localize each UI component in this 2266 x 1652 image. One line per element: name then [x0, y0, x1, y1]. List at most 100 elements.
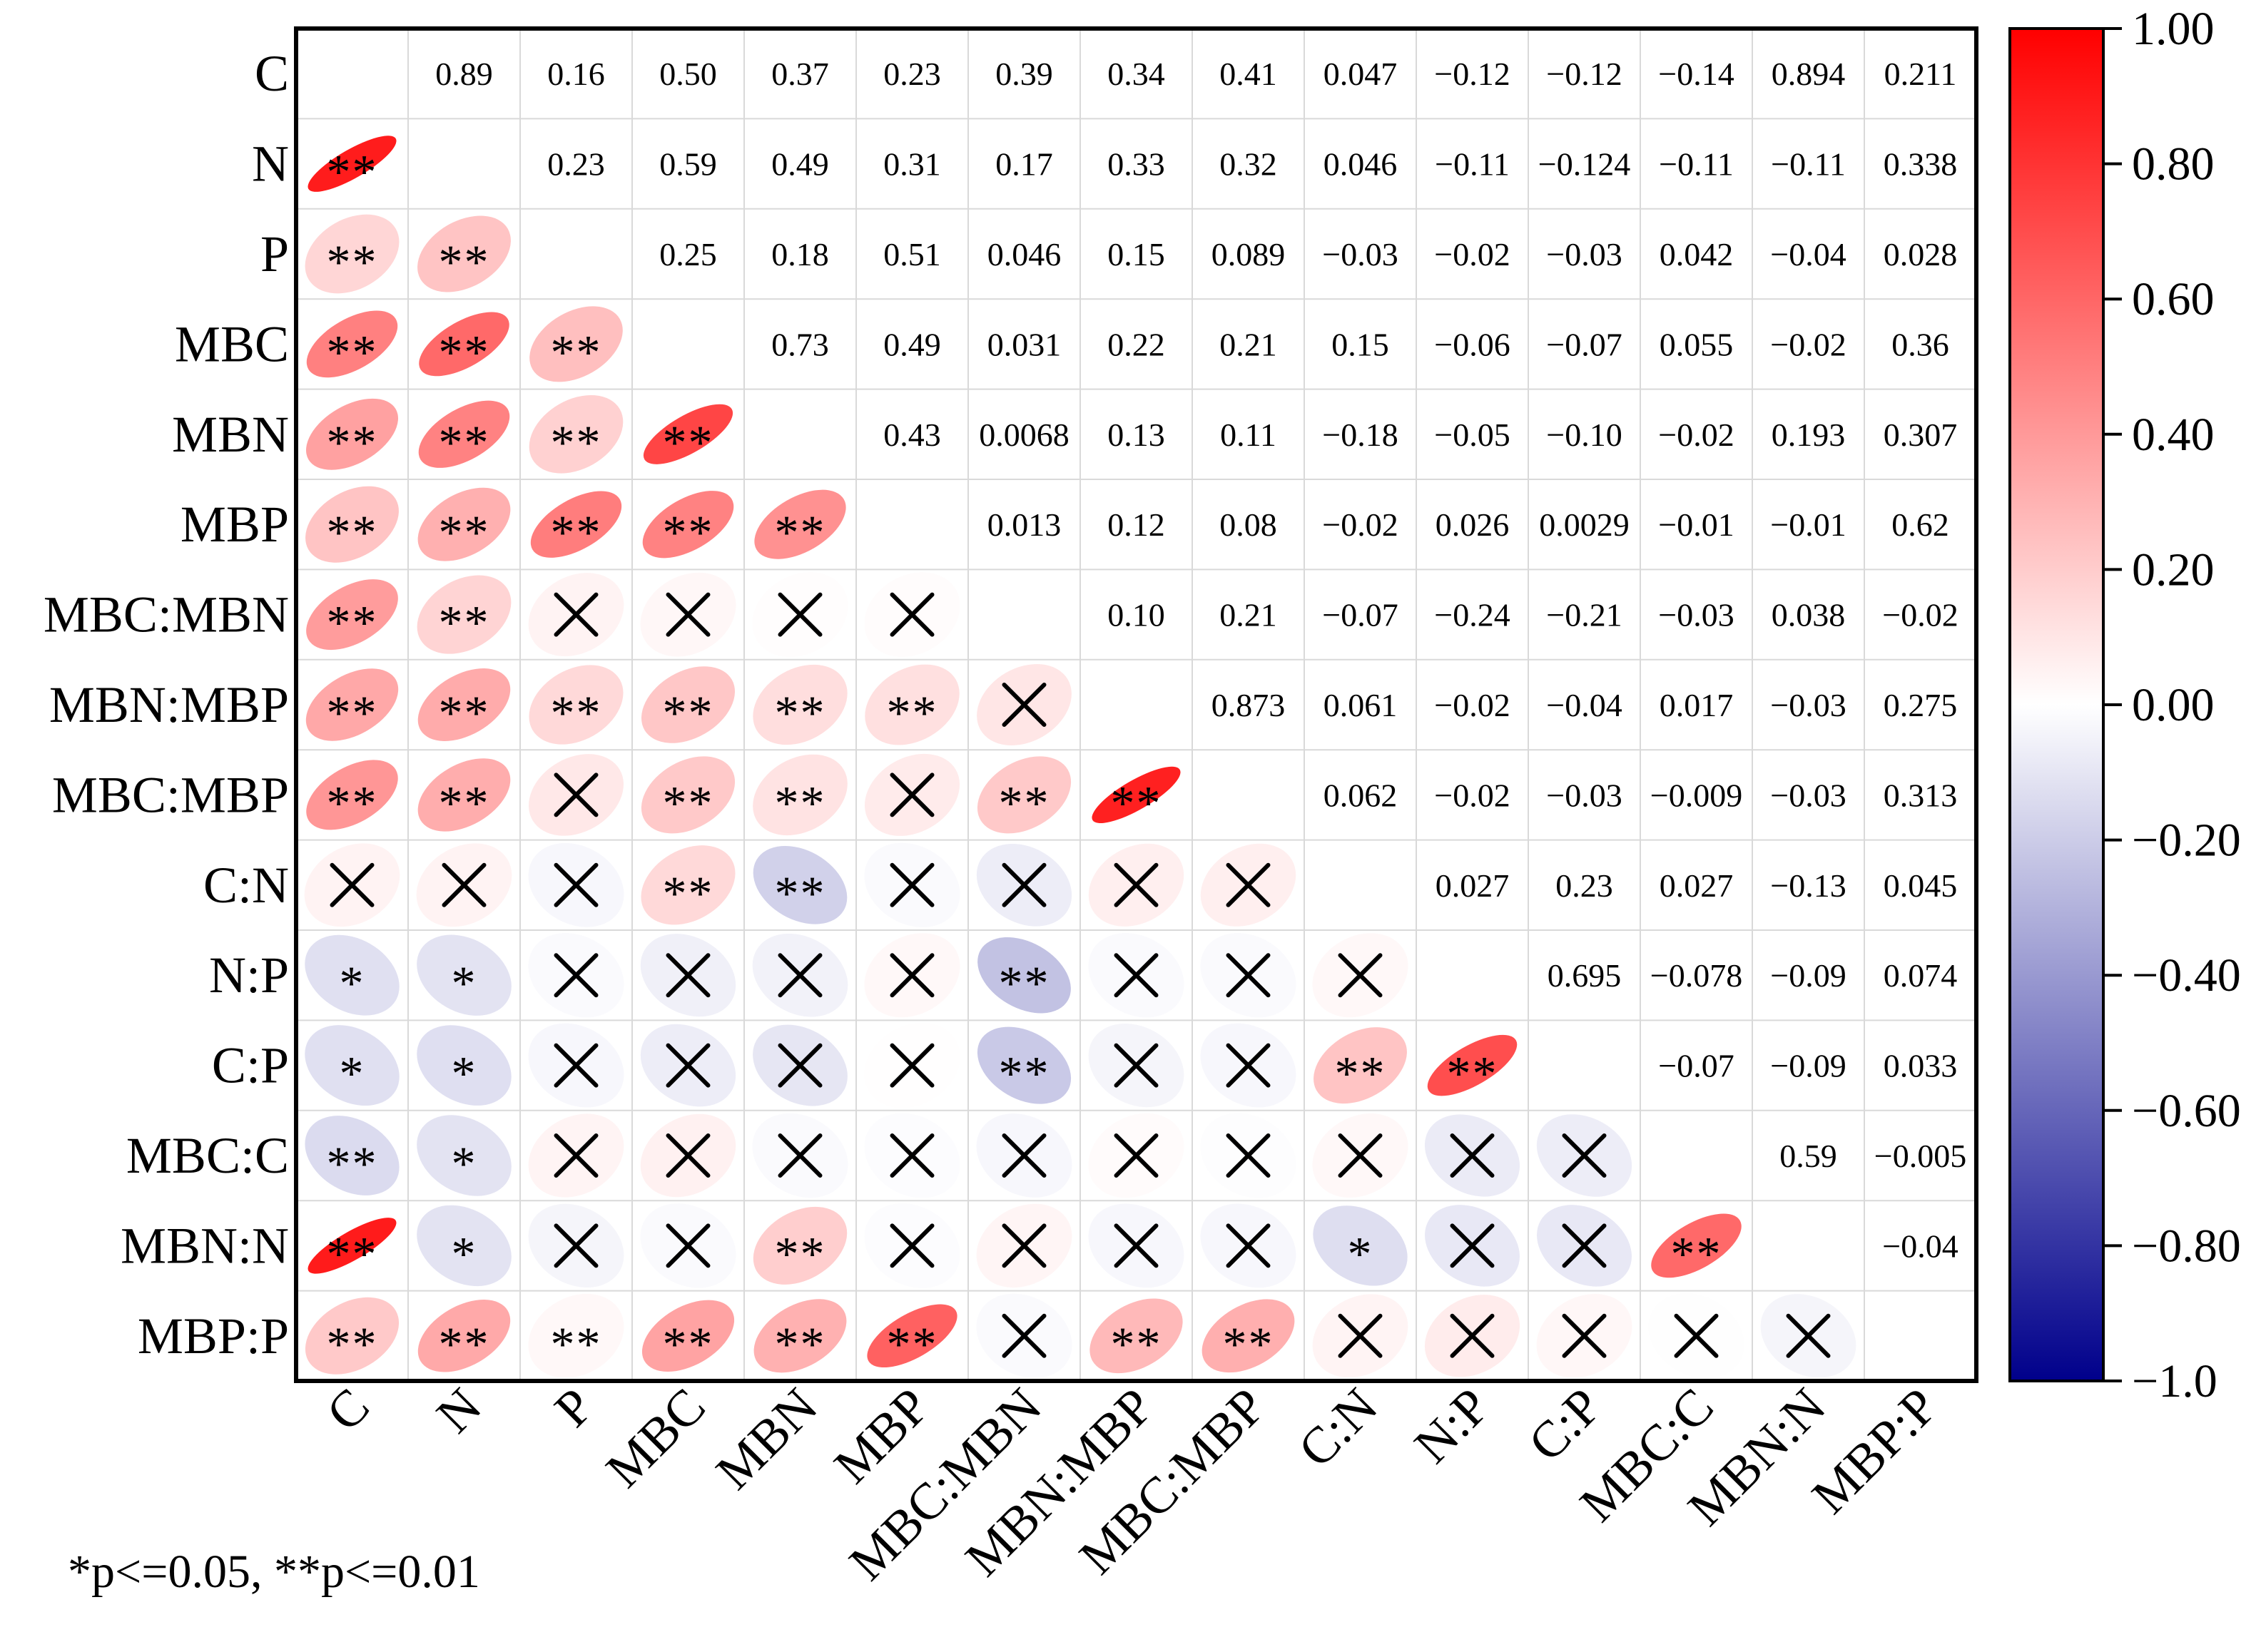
- not-significant-cross: [1450, 1223, 1495, 1268]
- corr-value-label: −0.07: [1546, 326, 1622, 362]
- corr-value-label: 0.031: [987, 326, 1062, 362]
- corr-value-label: −0.005: [1874, 1138, 1966, 1174]
- corr-value-label: 0.62: [1891, 506, 1949, 543]
- corr-ellipse: [306, 760, 398, 830]
- significance-marker: **: [1223, 1317, 1274, 1371]
- x-tick-c-n: C:N: [1287, 1377, 1388, 1478]
- corr-ellipse: [308, 1218, 397, 1274]
- corr-ellipse: [417, 487, 511, 561]
- corr-ellipse: [1651, 1213, 1742, 1278]
- significance-marker: **: [663, 685, 714, 740]
- not-significant-cross: [1226, 953, 1271, 998]
- corr-ellipse: [305, 1116, 400, 1195]
- corr-value-label: 0.18: [771, 236, 829, 272]
- significance-marker: **: [1335, 1046, 1386, 1101]
- corr-ellipse: [529, 306, 623, 382]
- corr-value-label: −0.21: [1546, 597, 1622, 633]
- significance-marker: **: [439, 415, 490, 469]
- corr-value-label: 0.51: [883, 236, 941, 272]
- corr-ellipse: [1313, 1205, 1408, 1286]
- corr-value-label: 0.36: [1891, 326, 1949, 362]
- corr-value-label: −0.05: [1434, 417, 1510, 453]
- not-significant-cross: [666, 1223, 711, 1268]
- x-tick-p: P: [544, 1377, 604, 1438]
- corr-ellipse: [417, 668, 511, 741]
- significance-marker: *: [1348, 1226, 1373, 1280]
- corr-ellipse: [1092, 766, 1181, 823]
- corr-ellipse: [641, 756, 736, 834]
- corr-value-label: 0.49: [771, 146, 829, 183]
- not-significant-cross: [554, 592, 599, 637]
- corr-value-label: 0.43: [883, 417, 941, 453]
- significance-marker: **: [663, 1317, 714, 1371]
- not-significant-cross: [554, 953, 599, 998]
- corr-value-label: 0.074: [1884, 957, 1958, 994]
- corr-value-label: 0.17: [995, 146, 1053, 183]
- not-significant-cross: [1114, 953, 1159, 998]
- corr-value-label: −0.18: [1322, 417, 1398, 453]
- significance-marker: **: [775, 685, 826, 740]
- not-significant-cross: [1002, 683, 1047, 727]
- y-tick-c-p: C:P: [212, 1037, 289, 1094]
- y-tick-mbn-n: MBN:N: [121, 1217, 289, 1274]
- corr-value-label: 0.50: [659, 56, 717, 92]
- not-significant-cross: [1226, 1223, 1271, 1268]
- significance-marker: **: [551, 685, 602, 740]
- y-tick-mbc-c: MBC:C: [126, 1127, 289, 1184]
- corr-ellipse: [417, 1300, 511, 1372]
- corr-ellipse: [530, 491, 622, 558]
- corr-value-label: −0.11: [1435, 146, 1510, 183]
- corr-ellipse: [642, 491, 734, 559]
- corr-ellipse: [305, 934, 400, 1016]
- corr-value-label: 0.59: [659, 146, 717, 183]
- corr-ellipse: [419, 312, 509, 377]
- not-significant-cross: [890, 773, 935, 817]
- corr-value-label: −0.11: [1659, 146, 1734, 183]
- corr-value-label: 0.22: [1107, 326, 1165, 362]
- not-significant-cross: [666, 1133, 711, 1178]
- not-significant-cross: [890, 592, 935, 637]
- significance-marker: **: [663, 505, 714, 559]
- significance-marker: **: [1671, 1226, 1722, 1280]
- corr-value-label: 0.017: [1660, 687, 1734, 723]
- corr-value-label: 0.34: [1107, 56, 1165, 92]
- not-significant-cross: [1226, 1043, 1271, 1088]
- corr-value-label: −0.124: [1538, 146, 1630, 183]
- corr-value-label: −0.03: [1770, 687, 1846, 723]
- significance-marker: **: [551, 505, 602, 559]
- not-significant-cross: [554, 1043, 599, 1088]
- significance-marker: **: [327, 596, 378, 650]
- corr-value-label: 0.062: [1323, 777, 1398, 813]
- corr-ellipse: [753, 664, 848, 745]
- colorbar-tick-label: 1.00: [2132, 3, 2215, 55]
- significance-marker: **: [887, 1317, 938, 1371]
- corr-value-label: 0.275: [1884, 687, 1958, 723]
- significance-footnote: *p<=0.05, **p<=0.01: [68, 1546, 480, 1598]
- significance-marker: **: [327, 235, 378, 289]
- x-tick-mbn: MBN: [705, 1377, 828, 1501]
- corr-ellipse: [418, 400, 510, 468]
- corr-value-label: 0.12: [1107, 506, 1165, 543]
- not-significant-cross: [1338, 1133, 1383, 1178]
- colorbar-tick-label: 0.60: [2132, 273, 2215, 325]
- corr-value-label: 0.15: [1331, 326, 1389, 362]
- not-significant-cross: [666, 1043, 711, 1088]
- not-significant-cross: [890, 1223, 935, 1268]
- y-tick-p: P: [260, 225, 289, 282]
- corr-value-label: −0.02: [1434, 777, 1510, 813]
- x-tick-c-p: C:P: [1518, 1377, 1612, 1472]
- x-tick-n-p: N:P: [1403, 1377, 1500, 1474]
- colorbar-tick-label: −0.20: [2132, 815, 2241, 867]
- corr-ellipse: [305, 668, 399, 741]
- corr-ellipse: [306, 579, 398, 651]
- y-tick-mbc-mbp: MBC:MBP: [52, 766, 289, 823]
- corr-value-label: 0.695: [1548, 957, 1622, 994]
- corr-value-label: −0.01: [1770, 506, 1846, 543]
- corr-value-label: 0.0029: [1539, 506, 1630, 543]
- significance-marker: **: [327, 145, 378, 199]
- x-tick-c: C: [315, 1377, 380, 1442]
- corr-ellipse: [753, 845, 848, 924]
- significance-marker: **: [1111, 1317, 1162, 1371]
- corr-value-label: −0.04: [1770, 236, 1846, 272]
- significance-marker: *: [340, 1046, 365, 1101]
